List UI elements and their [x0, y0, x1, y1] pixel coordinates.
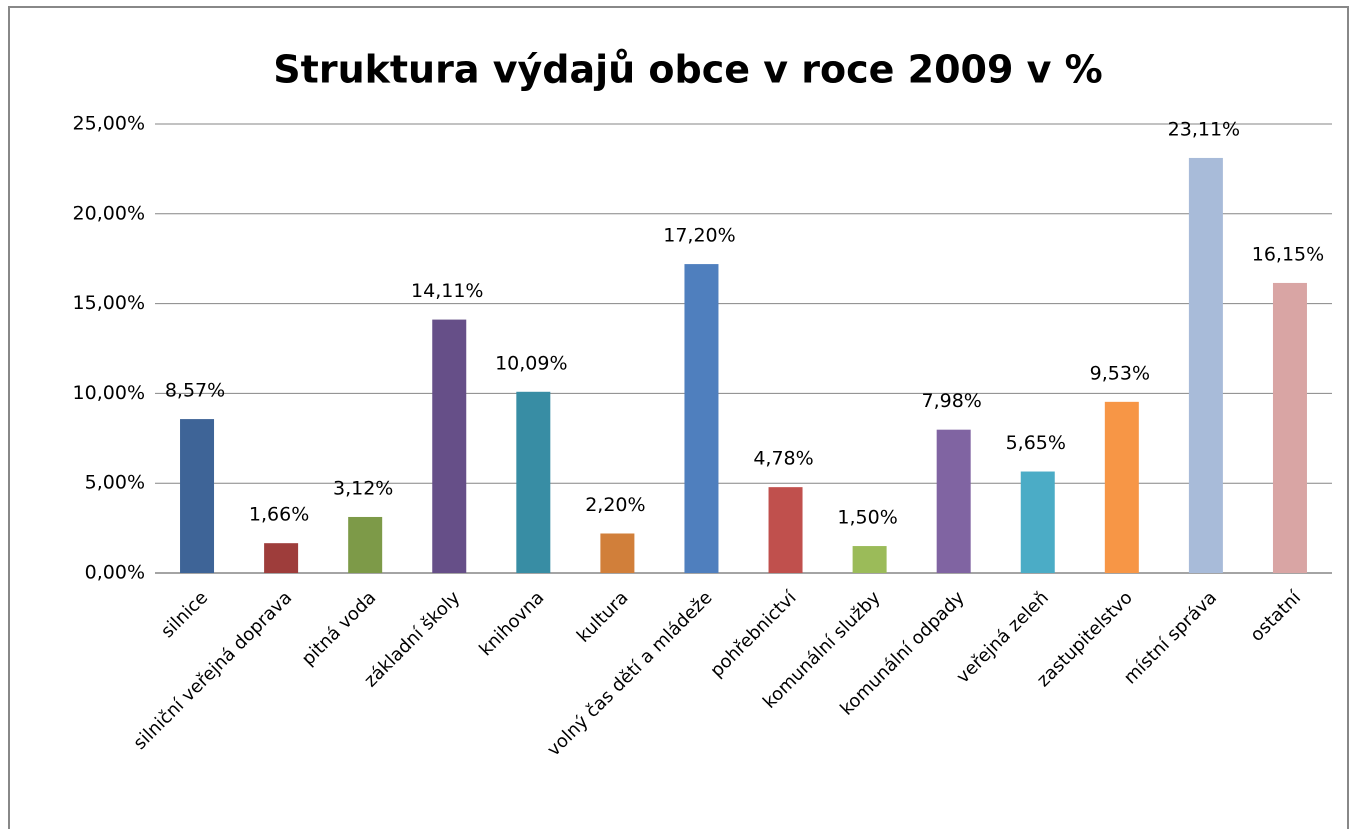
bar [1020, 471, 1055, 573]
value-label: 1,66% [249, 504, 309, 526]
value-label: 16,15% [1252, 243, 1324, 265]
y-tick-label: 0,00% [85, 562, 145, 584]
bar [684, 264, 719, 573]
value-label: 9,53% [1090, 362, 1150, 384]
value-label: 14,11% [411, 280, 483, 302]
value-label: 2,20% [585, 494, 645, 516]
value-label: 23,11% [1168, 118, 1240, 140]
bar [348, 516, 383, 573]
bar [264, 543, 299, 573]
bar [180, 419, 215, 573]
value-label: 3,12% [333, 477, 393, 499]
bar [852, 546, 887, 573]
value-label: 4,78% [753, 448, 813, 470]
chart-title: Struktura výdajů obce v roce 2009 v % [273, 48, 1102, 92]
value-label: 5,65% [1006, 432, 1066, 454]
bar [1272, 282, 1307, 573]
bar [600, 533, 635, 573]
value-label: 1,50% [837, 507, 897, 529]
bar [1104, 401, 1139, 573]
bar [432, 319, 467, 573]
bar [936, 429, 971, 573]
bar [1188, 157, 1223, 573]
chart-border [8, 6, 1349, 829]
value-label: 17,20% [663, 225, 735, 247]
value-label: 8,57% [165, 380, 225, 402]
y-tick-label: 10,00% [73, 382, 145, 404]
value-label: 7,98% [921, 390, 981, 412]
y-tick-label: 25,00% [73, 113, 145, 135]
value-label: 10,09% [495, 352, 567, 374]
y-tick-label: 5,00% [85, 472, 145, 494]
y-tick-label: 20,00% [73, 202, 145, 224]
bar [516, 391, 551, 573]
y-tick-label: 15,00% [73, 292, 145, 314]
bar [768, 487, 803, 573]
